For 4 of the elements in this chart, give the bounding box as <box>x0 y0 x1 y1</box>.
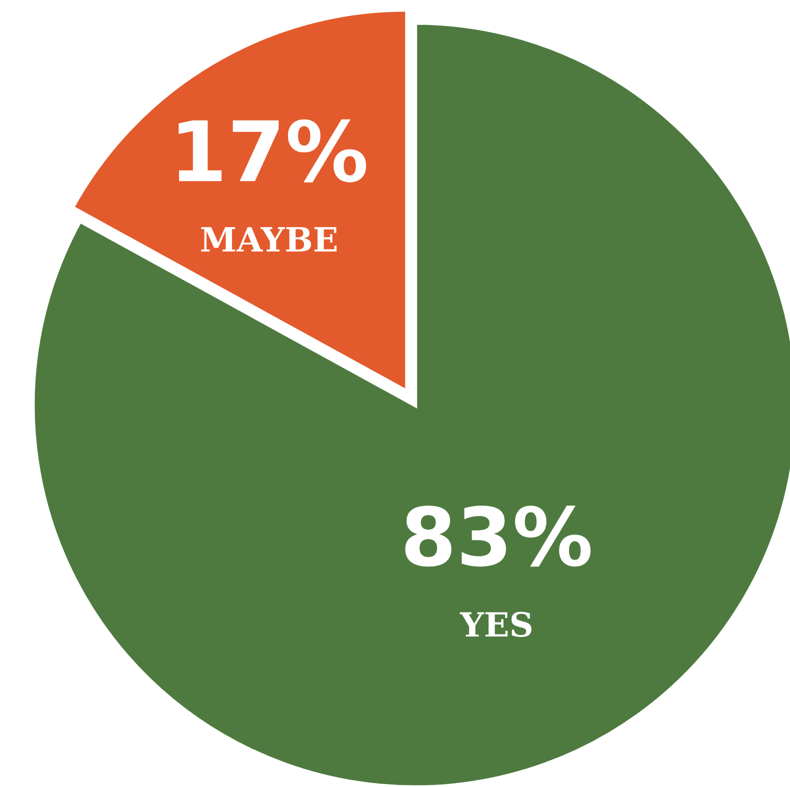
slice-label: YES <box>460 612 532 638</box>
slice-label: MAYBE <box>201 227 337 252</box>
data-label: 17% <box>178 119 366 182</box>
data-label: 83% <box>405 506 591 567</box>
